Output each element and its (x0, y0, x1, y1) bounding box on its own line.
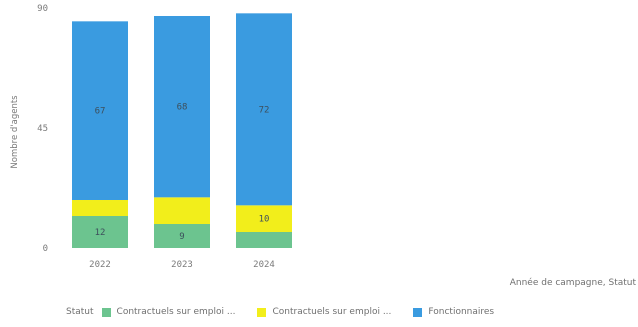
data-label: 68 (177, 103, 188, 113)
legend-swatch (101, 307, 111, 317)
bar-segment[interactable] (236, 232, 292, 248)
legend-label: Contractuels sur emploi ... (272, 307, 392, 317)
data-label: 9 (179, 232, 184, 242)
x-tick-label: 2022 (89, 260, 111, 270)
data-label: 12 (95, 228, 106, 238)
x-tick-label: 2024 (253, 260, 275, 270)
data-label: 67 (95, 107, 106, 117)
data-label: 72 (259, 105, 270, 115)
bar-segment[interactable] (236, 13, 292, 206)
y-axis-ticks: 0 45 90 (37, 4, 48, 254)
bar-segment[interactable] (72, 200, 128, 216)
bars-group: 12 67 9 68 10 72 (72, 13, 292, 248)
data-label: 10 (259, 215, 270, 225)
bar-segment[interactable] (154, 197, 210, 224)
legend-title: Statut (66, 307, 94, 317)
legend: Statut Contractuels sur emploi ... Contr… (66, 304, 516, 320)
y-tick-label: 0 (43, 244, 48, 254)
bar-segment[interactable] (154, 16, 210, 198)
y-axis-title: Nombre d'agents (10, 95, 20, 169)
x-axis-title: Année de campagne, Statut (509, 278, 636, 288)
bar-segment[interactable] (72, 21, 128, 201)
legend-label: Fonctionnaires (428, 307, 495, 317)
legend-item-contractuels-2[interactable]: Contractuels sur emploi ... (257, 307, 391, 317)
y-tick-label: 90 (37, 4, 48, 14)
bar-segment[interactable] (236, 205, 292, 232)
bar-segment[interactable] (72, 216, 128, 248)
bar-segment[interactable] (154, 224, 210, 248)
legend-label: Contractuels sur emploi ... (116, 307, 236, 317)
legend-item-fonctionnaires[interactable]: Fonctionnaires (413, 307, 494, 317)
legend-item-contractuels-1[interactable]: Contractuels sur emploi ... (101, 307, 236, 317)
legend-swatch (257, 307, 267, 317)
legend-swatch (413, 307, 423, 317)
x-axis-ticks: 2022 2023 2024 (89, 260, 275, 270)
y-tick-label: 45 (37, 124, 48, 134)
x-tick-label: 2023 (171, 260, 193, 270)
